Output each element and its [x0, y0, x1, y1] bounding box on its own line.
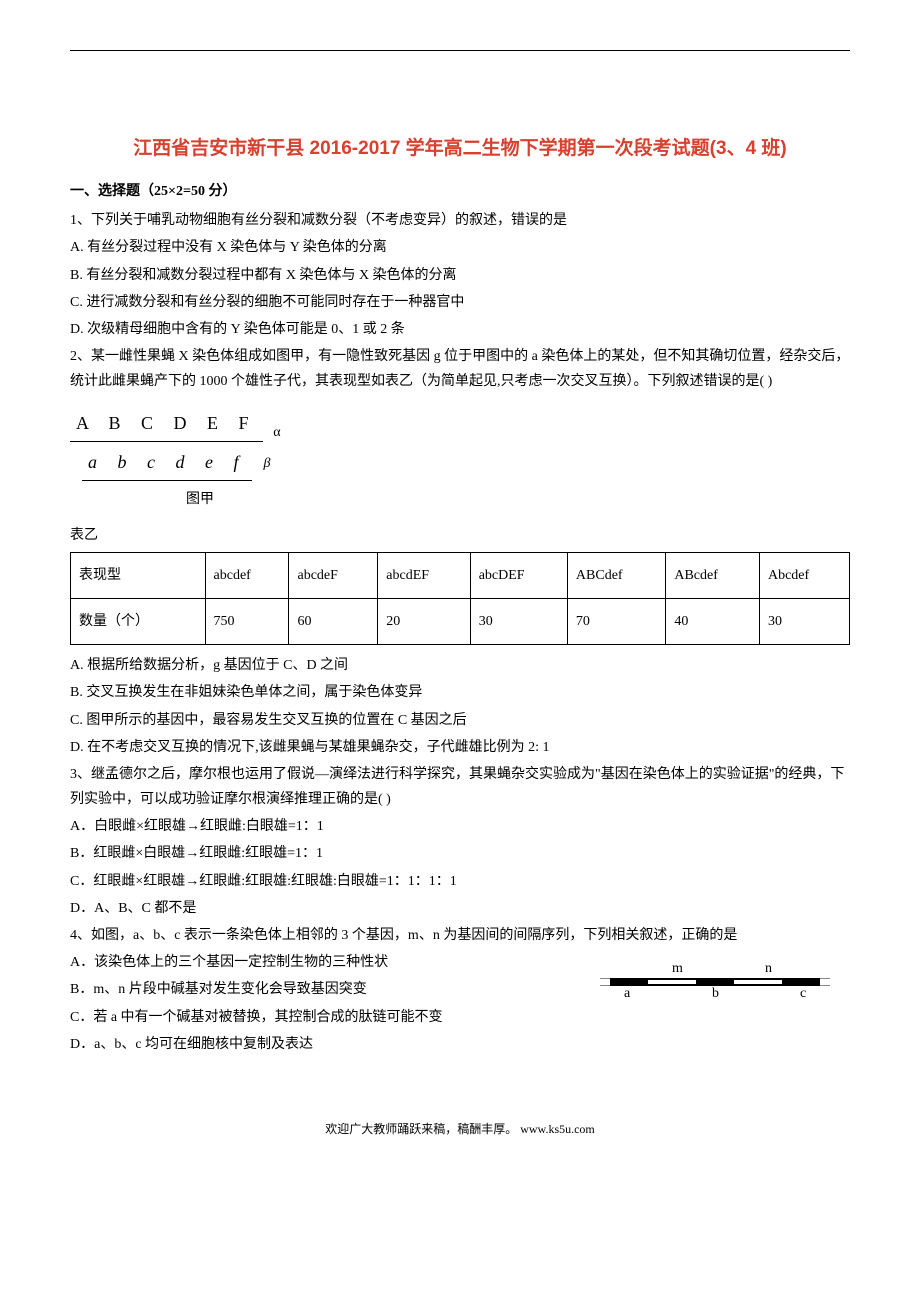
label-m: m: [672, 956, 683, 981]
col-header: ABcdef: [666, 552, 760, 598]
table-cell: 20: [378, 598, 470, 644]
q2-option-c: C. 图甲所示的基因中，最容易发生交叉互换的位置在 C 基因之后: [70, 708, 850, 733]
diagram-row1: A B C D E F: [70, 405, 263, 442]
header-rule: [70, 50, 850, 51]
table-cell: 30: [470, 598, 567, 644]
q2-stem: 2、某一雌性果蝇 X 染色体组成如图甲，有一隐性致死基因 g 位于甲图中的 a …: [70, 344, 850, 394]
footer-text: 欢迎广大教师踊跃来稿，稿酬丰厚。 www.ks5u.com: [70, 1119, 850, 1141]
col-header: abcdEF: [378, 552, 470, 598]
table-label: 表乙: [70, 523, 850, 548]
q3-option-a: A．白眼雌×红眼雄→红眼雌:白眼雄=1：1: [70, 814, 850, 839]
col-header: Abcdef: [759, 552, 849, 598]
q4-option-d: D．a、b、c 均可在细胞核中复制及表达: [70, 1032, 850, 1057]
q4-options-block: m n a b c A．该染色体上的三个基因一定控制生物的三种性状 B．m、n …: [70, 950, 850, 1059]
chromosome-diagram: m n a b c: [600, 954, 850, 1024]
q4-stem: 4、如图，a、b、c 表示一条染色体上相邻的 3 个基因，m、n 为基因间的间隔…: [70, 923, 850, 948]
q3-option-d: D．A、B、C 都不是: [70, 896, 850, 921]
table-header-row: 表现型 abcdef abcdeF abcdEF abcDEF ABCdef A…: [71, 552, 850, 598]
diagram-jia: A B C D E F a b c d e f 图甲: [70, 405, 330, 513]
col-header: abcdef: [205, 552, 289, 598]
data-table: 表现型 abcdef abcdeF abcdEF abcDEF ABCdef A…: [70, 552, 850, 645]
q1-option-d: D. 次级精母细胞中含有的 Y 染色体可能是 0、1 或 2 条: [70, 317, 850, 342]
q3-stem: 3、继孟德尔之后，摩尔根也运用了假说—演绎法进行科学探究，其果蝇杂交实验成为"基…: [70, 762, 850, 812]
q2-option-a: A. 根据所给数据分析，g 基因位于 C、D 之间: [70, 653, 850, 678]
col-header: abcdeF: [289, 552, 378, 598]
label-a: a: [624, 981, 630, 1006]
table-cell: 60: [289, 598, 378, 644]
label-c: c: [800, 981, 806, 1006]
table-cell: 70: [567, 598, 665, 644]
q1-option-a: A. 有丝分裂过程中没有 X 染色体与 Y 染色体的分离: [70, 235, 850, 260]
col-header: 表现型: [71, 552, 206, 598]
row-header: 数量（个）: [71, 598, 206, 644]
q2-option-b: B. 交叉互换发生在非姐妹染色单体之间，属于染色体变异: [70, 680, 850, 705]
q2-option-d: D. 在不考虑交叉互换的情况下,该雌果蝇与某雄果蝇杂交，子代雌雄比例为 2: 1: [70, 735, 850, 760]
label-b: b: [712, 981, 719, 1006]
diagram-row2: a b c d e f: [82, 444, 252, 481]
q3-option-c: C．红眼雌×红眼雄→红眼雌:红眼雄:红眼雄:白眼雄=1：1：1：1: [70, 869, 850, 894]
table-cell: 40: [666, 598, 760, 644]
q1-option-b: B. 有丝分裂和减数分裂过程中都有 X 染色体与 X 染色体的分离: [70, 263, 850, 288]
diagram-caption: 图甲: [70, 487, 330, 512]
col-header: ABCdef: [567, 552, 665, 598]
table-cell: 30: [759, 598, 849, 644]
q3-option-b: B．红眼雌×白眼雄→红眼雌:红眼雄=1：1: [70, 841, 850, 866]
col-header: abcDEF: [470, 552, 567, 598]
q1-option-c: C. 进行减数分裂和有丝分裂的细胞不可能同时存在于一种器官中: [70, 290, 850, 315]
table-cell: 750: [205, 598, 289, 644]
label-n: n: [765, 956, 772, 981]
q1-stem: 1、下列关于哺乳动物细胞有丝分裂和减数分裂（不考虑变异）的叙述，错误的是: [70, 208, 850, 233]
table-row: 数量（个） 750 60 20 30 70 40 30: [71, 598, 850, 644]
page-title: 江西省吉安市新干县 2016-2017 学年高二生物下学期第一次段考试题(3、4…: [70, 131, 850, 167]
section-header: 一、选择题（25×2=50 分）: [70, 179, 850, 204]
